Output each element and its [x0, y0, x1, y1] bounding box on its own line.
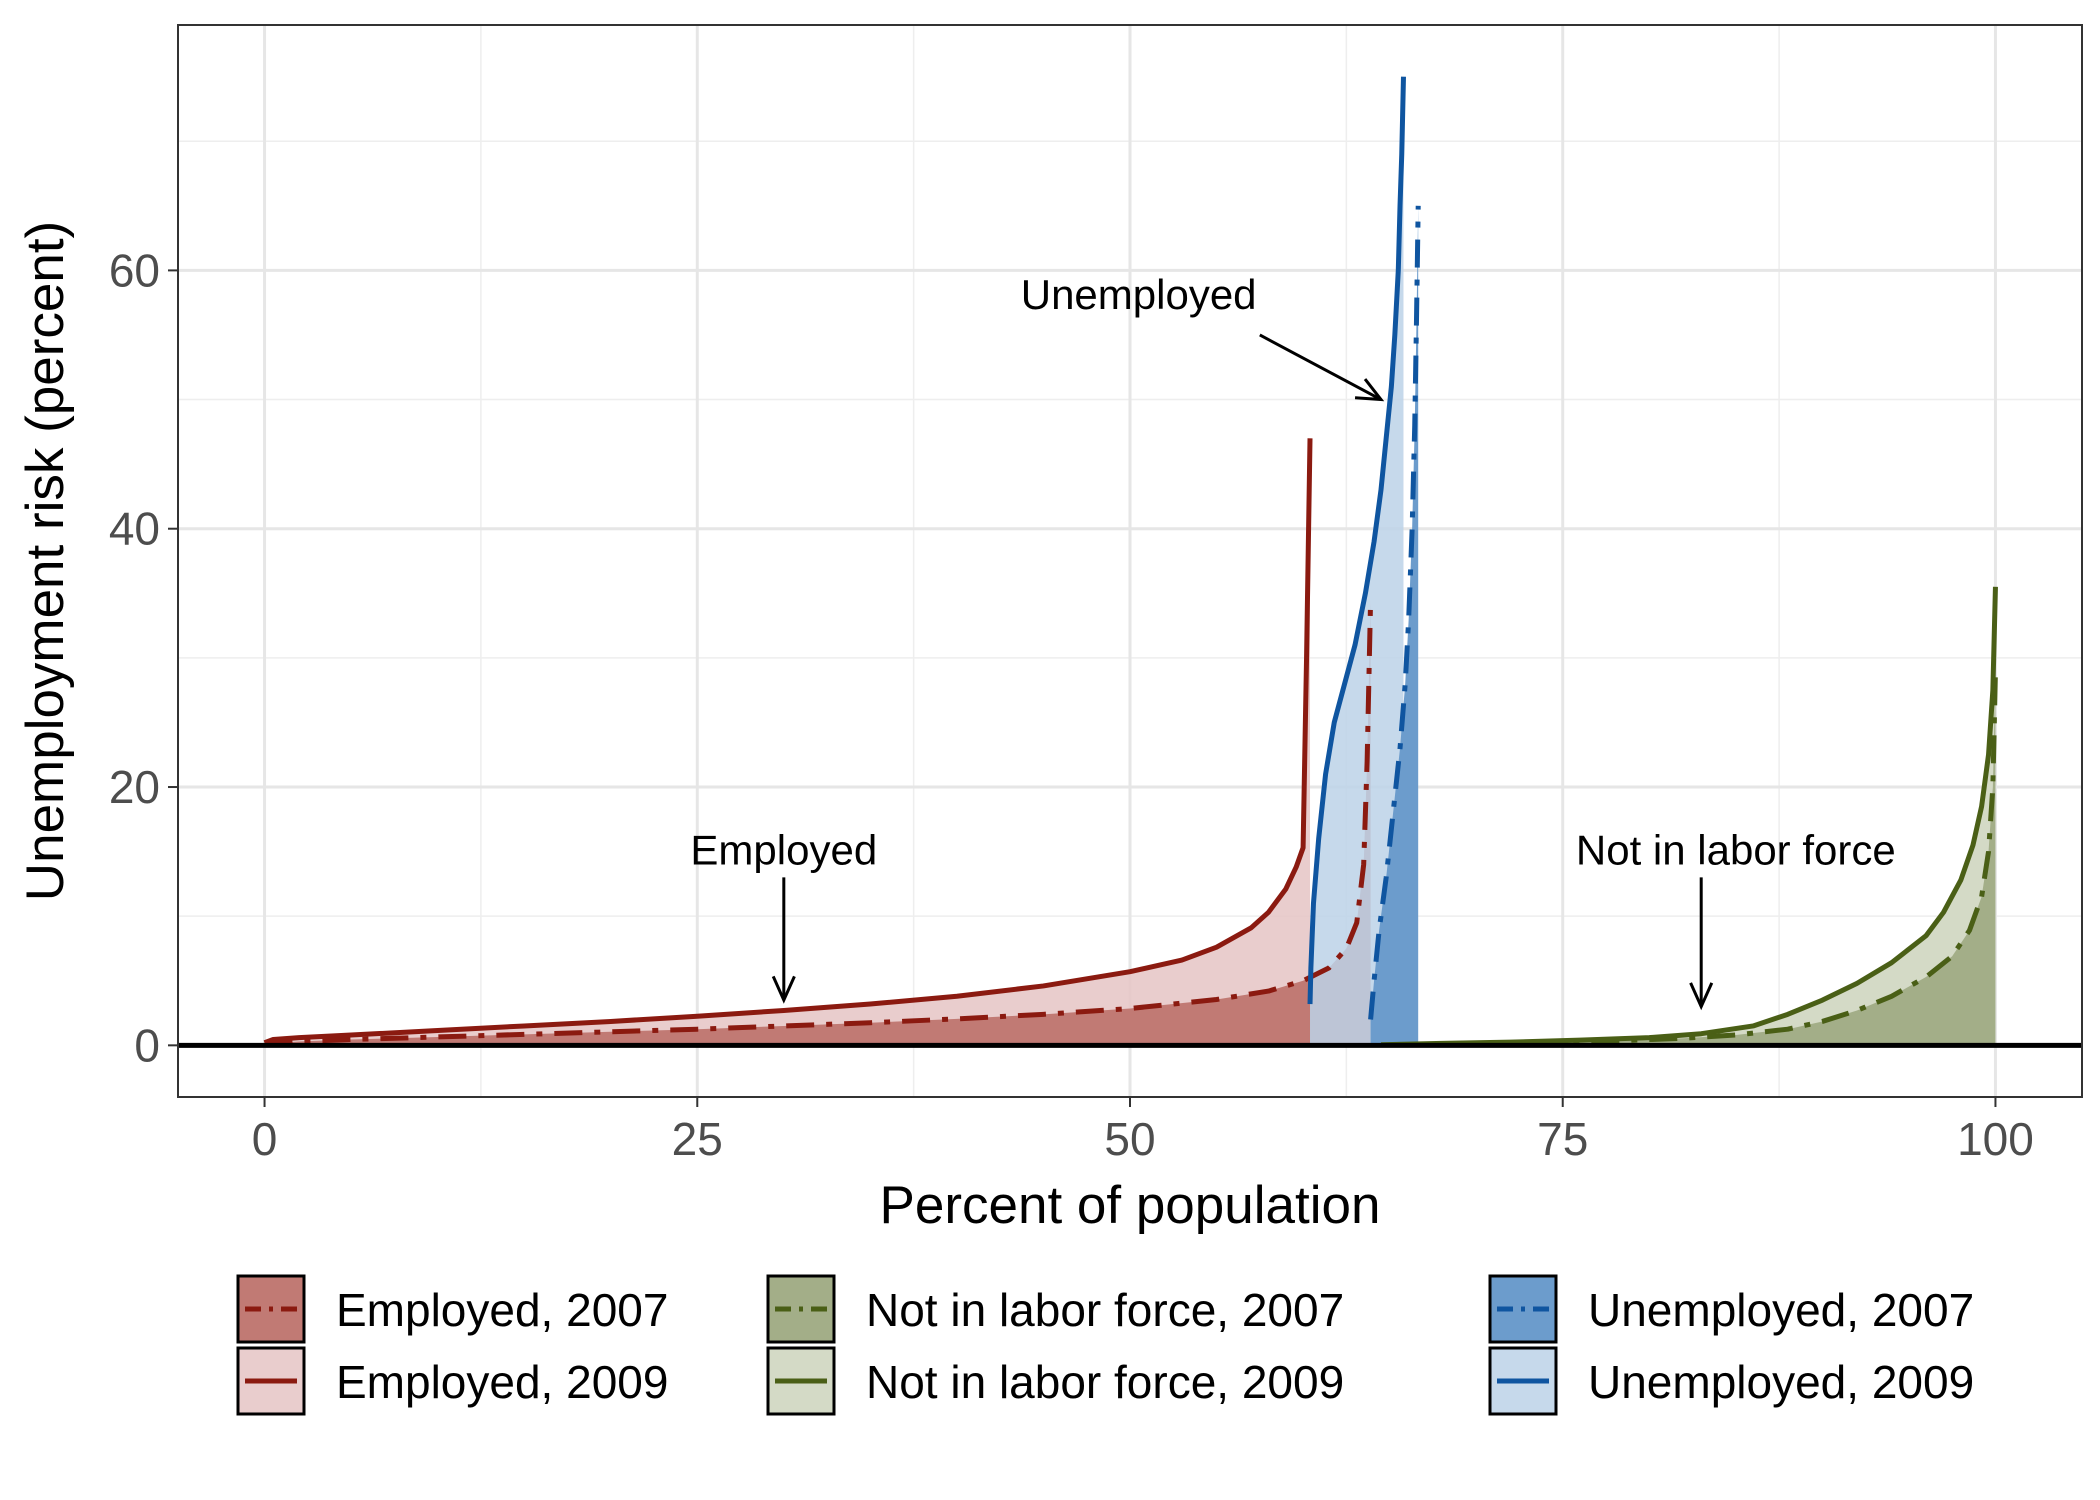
area-nilf-2007 [1417, 670, 1996, 1046]
legend-label: Unemployed, 2009 [1588, 1356, 1974, 1408]
area-employed-2007 [264, 599, 1371, 1046]
arrow-head [1689, 982, 1714, 1011]
y-tick-label: 20 [109, 761, 160, 813]
line-nilf-2007 [1417, 670, 1998, 1048]
line-unemployed-2007 [1368, 205, 1421, 1020]
legend-label: Not in labor force, 2007 [866, 1284, 1344, 1336]
line-employed-2009 [263, 438, 1313, 1046]
x-tick-label: 50 [1104, 1113, 1155, 1165]
legend-label: Not in labor force, 2009 [866, 1356, 1344, 1408]
legend: Employed, 2007 Employed, 2009 Not in labor… [236, 1274, 1974, 1416]
annotations: Employed Unemployed Not in labor force [690, 271, 1896, 1011]
series-lines [263, 76, 1998, 1048]
legend-label: Employed, 2009 [336, 1356, 668, 1408]
annotation-label: Not in labor force [1576, 827, 1896, 874]
area-unemployed-2007 [1370, 205, 1419, 1046]
annotation-label: Employed [690, 827, 877, 874]
y-tick-label: 60 [109, 244, 160, 296]
line-employed-2007 [264, 599, 1374, 1047]
arrow-head [1354, 378, 1385, 402]
area-employed-2009 [264, 438, 1311, 1046]
y-tick-label: 40 [109, 503, 160, 555]
x-tick-label: 75 [1537, 1113, 1588, 1165]
y-axis: 0 20 40 60 [109, 244, 178, 1071]
line-nilf-2009 [1380, 586, 1998, 1048]
legend-label: Unemployed, 2007 [1588, 1284, 1974, 1336]
annotation-arrow [1259, 333, 1382, 401]
y-tick-label: 0 [134, 1019, 160, 1071]
x-tick-label: 0 [252, 1113, 278, 1165]
area-unemployed-2009 [1310, 76, 1404, 1046]
legend-label: Employed, 2007 [336, 1284, 668, 1336]
annotation-label: Unemployed [1021, 271, 1257, 318]
y-axis-title: Unemployment risk (percent) [16, 221, 75, 901]
x-axis: 0 25 50 75 100 [252, 1097, 2034, 1165]
x-axis-title: Percent of population [880, 1176, 1381, 1235]
x-tick-label: 100 [1957, 1113, 2034, 1165]
area-fills [264, 76, 1996, 1046]
line-unemployed-2009 [1307, 76, 1406, 1005]
x-tick-label: 25 [672, 1113, 723, 1165]
arrow-head [771, 975, 796, 1004]
